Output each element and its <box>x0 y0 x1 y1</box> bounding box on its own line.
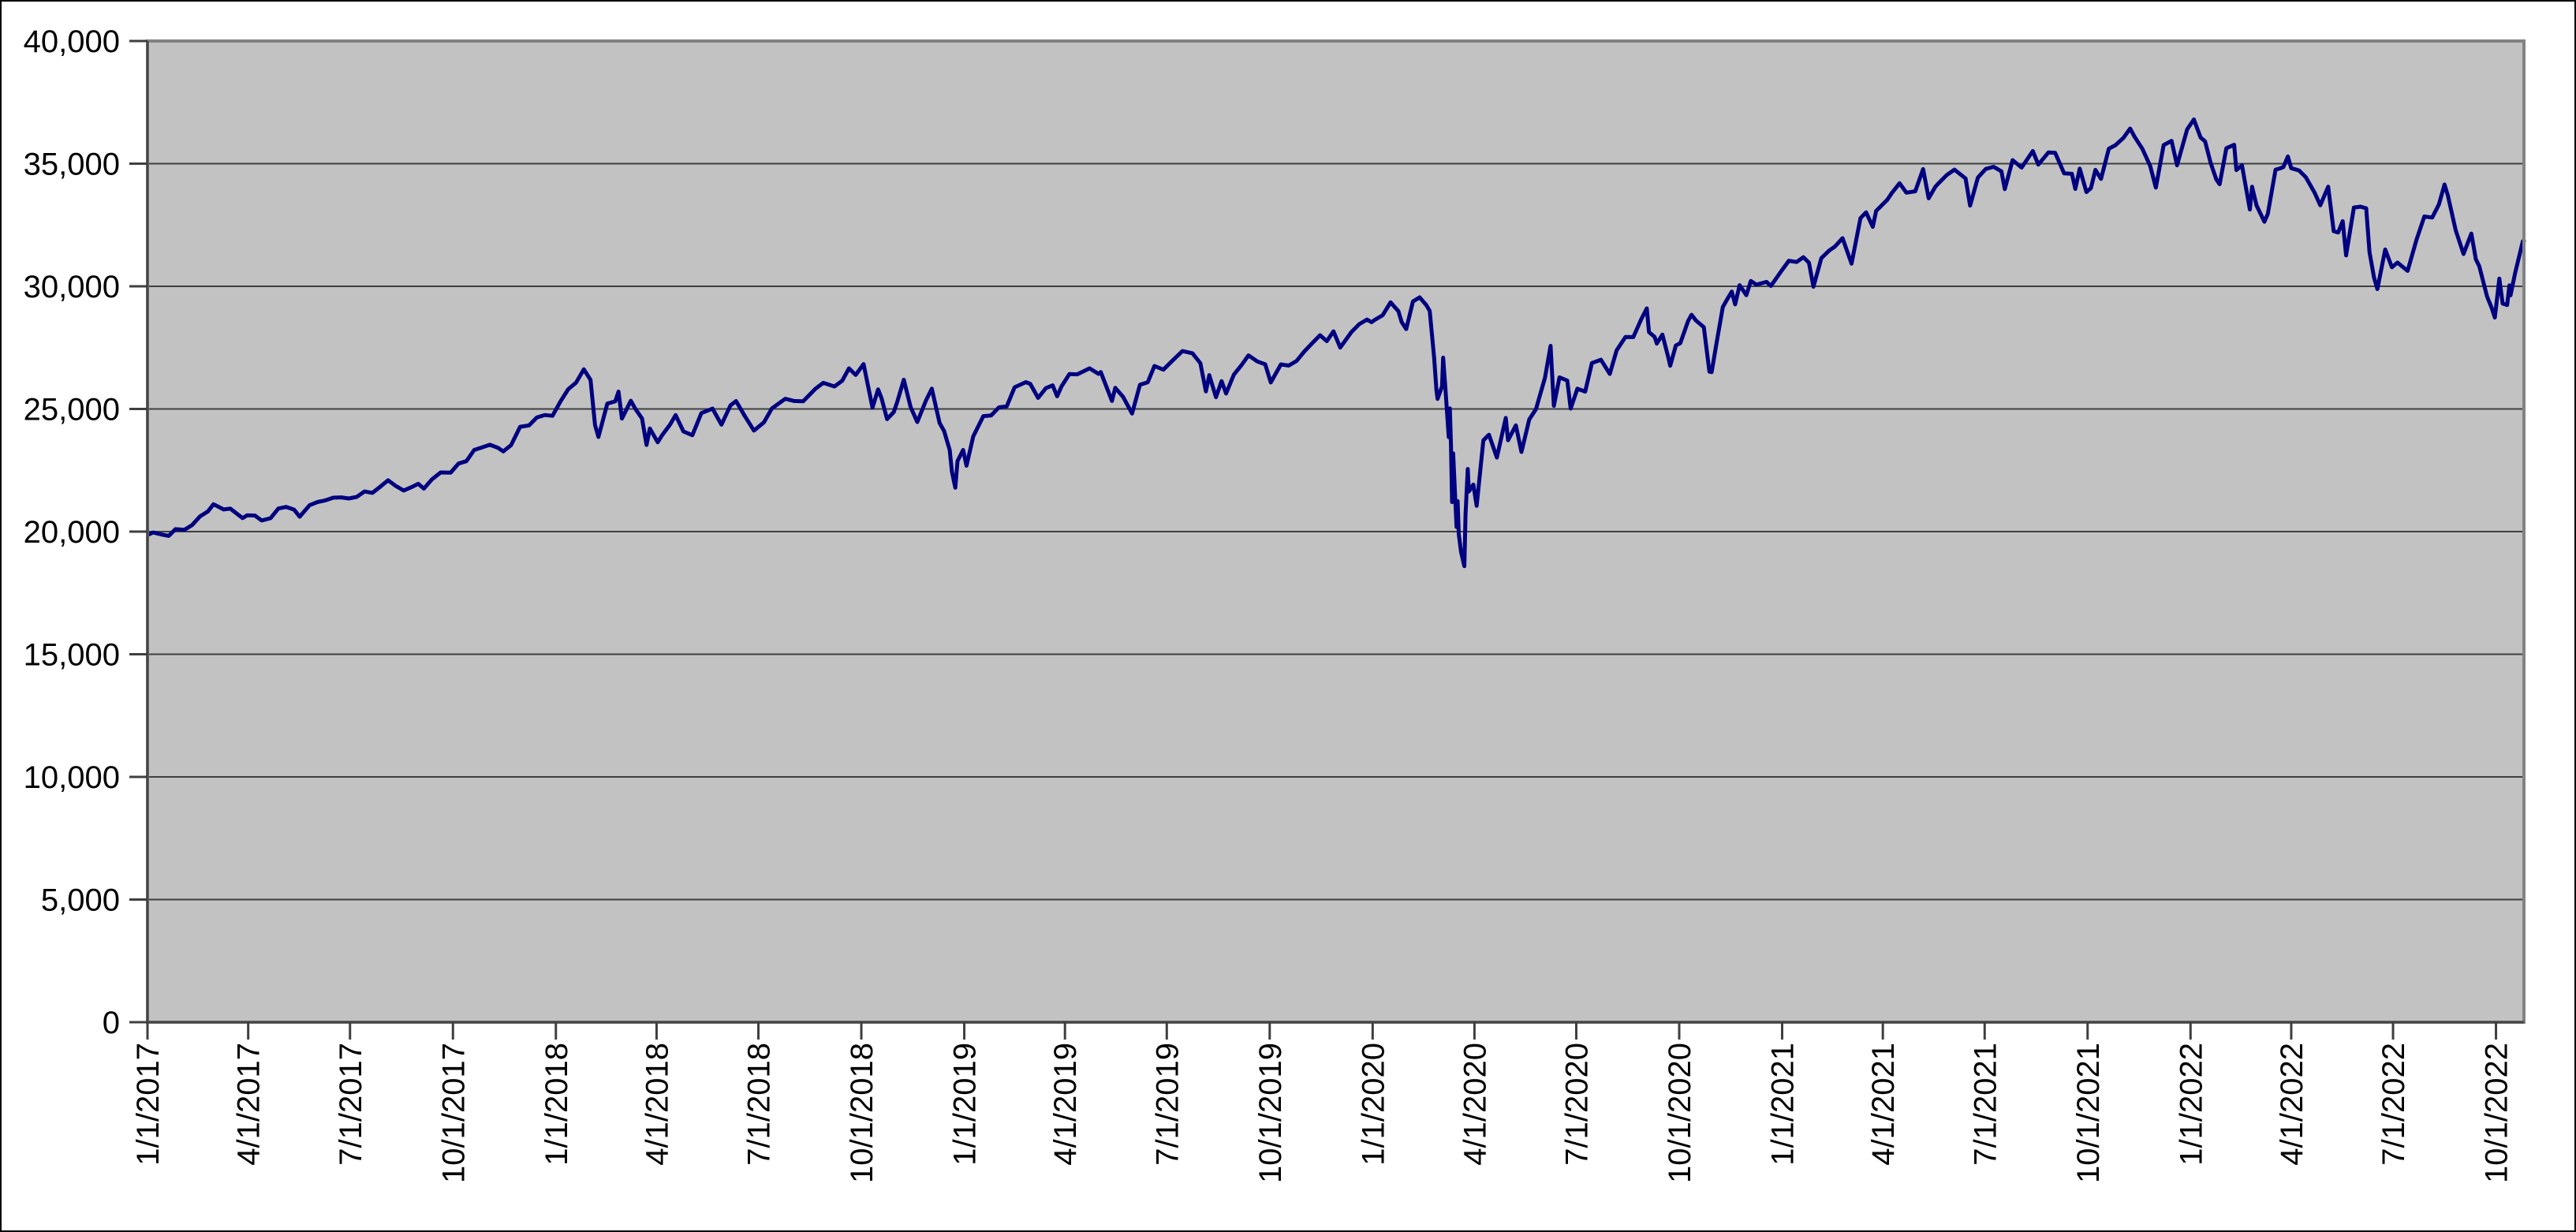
x-axis-tick-label: 1/1/2017 <box>131 1043 166 1166</box>
y-axis-tick-label: 10,000 <box>24 760 120 795</box>
x-axis-tick-label: 10/1/2022 <box>2480 1043 2514 1183</box>
x-axis-tick-label: 4/1/2020 <box>1458 1043 1492 1166</box>
x-axis-tick-label: 4/1/2022 <box>2275 1043 2309 1166</box>
data-series-line <box>146 118 2526 569</box>
x-axis-tick-label: 4/1/2017 <box>232 1043 267 1166</box>
x-axis-tick-label: 10/1/2021 <box>2071 1043 2106 1183</box>
x-axis-tick-label: 1/1/2021 <box>1766 1043 1801 1166</box>
y-axis-tick-label: 25,000 <box>24 393 120 427</box>
x-axis-tick-label: 7/1/2022 <box>2376 1043 2411 1166</box>
x-axis-tick-label: 10/1/2020 <box>1663 1043 1697 1183</box>
y-axis-tick-label: 15,000 <box>24 638 120 673</box>
x-axis-tick-label: 4/1/2021 <box>1866 1043 1901 1166</box>
y-axis-tick-label: 0 <box>103 1006 120 1040</box>
x-axis-tick-label: 1/1/2020 <box>1356 1043 1391 1166</box>
y-axis-tick-label: 30,000 <box>24 270 120 304</box>
x-axis-tick-label: 1/1/2022 <box>2174 1043 2208 1166</box>
x-axis-tick-label: 7/1/2021 <box>1968 1043 2003 1166</box>
x-axis-tick-label: 7/1/2018 <box>742 1043 777 1166</box>
x-axis-tick-label: 1/1/2018 <box>539 1043 574 1166</box>
x-axis-tick-label: 7/1/2020 <box>1559 1043 1594 1166</box>
x-axis-tick-label: 10/1/2018 <box>845 1043 879 1183</box>
y-axis-tick-label: 5,000 <box>41 883 120 918</box>
x-axis-tick-label: 10/1/2017 <box>436 1043 471 1183</box>
x-axis-tick-label: 4/1/2018 <box>640 1043 674 1166</box>
x-axis-tick-label: 1/1/2019 <box>948 1043 983 1166</box>
x-axis-tick-label: 7/1/2017 <box>334 1043 368 1166</box>
x-axis-tick-label: 10/1/2019 <box>1253 1043 1288 1183</box>
y-axis-tick-label: 20,000 <box>24 515 120 550</box>
y-axis-tick-label: 35,000 <box>24 147 120 182</box>
x-axis-tick-label: 7/1/2019 <box>1150 1043 1185 1166</box>
y-axis-tick-label: 40,000 <box>24 24 120 59</box>
x-axis-tick-label: 4/1/2019 <box>1048 1043 1083 1166</box>
